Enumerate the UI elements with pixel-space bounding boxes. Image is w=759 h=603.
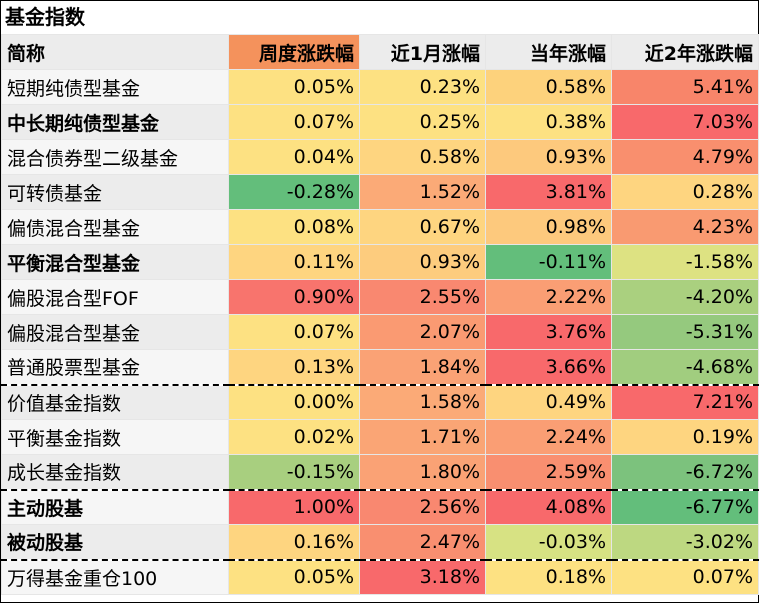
1month-change-cell[interactable]: 1.52% (359, 174, 486, 210)
1month-change-cell[interactable]: 3.18% (359, 559, 486, 595)
fund-name-cell[interactable]: 万得基金重仓100 (1, 559, 229, 595)
weekly-change-cell[interactable]: 1.00% (228, 489, 360, 525)
fund-name-cell[interactable]: 偏股混合型基金 (1, 314, 229, 350)
1month-change-cell[interactable]: 2.07% (359, 314, 486, 350)
ytd-change-cell[interactable]: 0.58% (485, 69, 612, 105)
header-1month-change[interactable]: 近1月涨幅 (359, 34, 486, 70)
1month-change-cell[interactable]: 2.56% (359, 489, 486, 525)
2year-change-cell[interactable]: -3.02% (611, 524, 759, 561)
2year-change-cell[interactable]: 0.19% (611, 419, 759, 455)
ytd-change-cell[interactable]: 2.24% (485, 419, 612, 455)
weekly-change-cell[interactable]: 0.07% (228, 314, 360, 350)
table-row: 万得基金重仓100 0.05% 3.18% 0.18% 0.07% (1, 559, 759, 595)
header-ytd-change[interactable]: 当年涨幅 (485, 34, 612, 70)
weekly-change-cell[interactable]: 0.08% (228, 209, 360, 245)
1month-change-cell[interactable]: 1.84% (359, 349, 486, 386)
fund-name-cell[interactable]: 偏债混合型基金 (1, 209, 229, 245)
table-row: 偏股混合型FOF 0.90% 2.55% 2.22% -4.20% (1, 279, 759, 315)
2year-change-cell[interactable]: -4.68% (611, 349, 759, 386)
1month-change-cell[interactable]: 1.71% (359, 419, 486, 455)
1month-change-cell[interactable]: 0.67% (359, 209, 486, 245)
weekly-change-cell[interactable]: -0.28% (228, 174, 360, 210)
header-short-name[interactable]: 简称 (1, 34, 229, 70)
weekly-change-cell[interactable]: 0.02% (228, 419, 360, 455)
table-row: 普通股票型基金 0.13% 1.84% 3.66% -4.68% (1, 349, 759, 386)
fund-name-cell[interactable]: 可转债基金 (1, 174, 229, 210)
fund-name-cell[interactable]: 中长期纯债型基金 (1, 104, 229, 140)
1month-change-cell[interactable]: 2.47% (359, 524, 486, 561)
fund-name-cell[interactable]: 混合债券型二级基金 (1, 139, 229, 175)
ytd-change-cell[interactable]: 0.38% (485, 104, 612, 140)
ytd-change-cell[interactable]: 4.08% (485, 489, 612, 525)
table-row: 偏债混合型基金 0.08% 0.67% 0.98% 4.23% (1, 209, 759, 245)
table-row: 偏股混合型基金 0.07% 2.07% 3.76% -5.31% (1, 314, 759, 350)
1month-change-cell[interactable]: 0.23% (359, 69, 486, 105)
ytd-change-cell[interactable]: -0.11% (485, 244, 612, 280)
1month-change-cell[interactable]: 0.25% (359, 104, 486, 140)
table-row: 可转债基金 -0.28% 1.52% 3.81% 0.28% (1, 174, 759, 210)
fund-name-cell[interactable]: 短期纯债型基金 (1, 69, 229, 105)
2year-change-cell[interactable]: 4.23% (611, 209, 759, 245)
2year-change-cell[interactable]: 5.41% (611, 69, 759, 105)
fund-index-table: 简称 周度涨跌幅 近1月涨幅 当年涨幅 近2年涨跌幅 短期纯债型基金 0.05% 0… (1, 34, 759, 595)
table-row: 混合债券型二级基金 0.04% 0.58% 0.93% 4.79% (1, 139, 759, 175)
ytd-change-cell[interactable]: 3.76% (485, 314, 612, 350)
2year-change-cell[interactable]: 7.21% (611, 384, 759, 420)
table-row: 被动股基 0.16% 2.47% -0.03% -3.02% (1, 524, 759, 561)
table-row: 平衡混合型基金 0.11% 0.93% -0.11% -1.58% (1, 244, 759, 280)
1month-change-cell[interactable]: 1.58% (359, 384, 486, 420)
ytd-change-cell[interactable]: 0.49% (485, 384, 612, 420)
fund-name-cell[interactable]: 成长基金指数 (1, 454, 229, 491)
1month-change-cell[interactable]: 1.80% (359, 454, 486, 491)
weekly-change-cell[interactable]: 0.13% (228, 349, 360, 386)
fund-name-cell[interactable]: 价值基金指数 (1, 384, 229, 420)
ytd-change-cell[interactable]: -0.03% (485, 524, 612, 561)
1month-change-cell[interactable]: 2.55% (359, 279, 486, 315)
2year-change-cell[interactable]: -6.77% (611, 489, 759, 525)
2year-change-cell[interactable]: -6.72% (611, 454, 759, 491)
2year-change-cell[interactable]: -4.20% (611, 279, 759, 315)
header-2year-change[interactable]: 近2年涨跌幅 (611, 34, 759, 70)
table-row: 主动股基 1.00% 2.56% 4.08% -6.77% (1, 489, 759, 525)
weekly-change-cell[interactable]: 0.11% (228, 244, 360, 280)
fund-name-cell[interactable]: 普通股票型基金 (1, 349, 229, 386)
weekly-change-cell[interactable]: 0.05% (228, 559, 360, 595)
2year-change-cell[interactable]: -5.31% (611, 314, 759, 350)
table-row: 平衡基金指数 0.02% 1.71% 2.24% 0.19% (1, 419, 759, 455)
weekly-change-cell[interactable]: 0.90% (228, 279, 360, 315)
ytd-change-cell[interactable]: 0.98% (485, 209, 612, 245)
fund-name-cell[interactable]: 平衡基金指数 (1, 419, 229, 455)
header-row: 简称 周度涨跌幅 近1月涨幅 当年涨幅 近2年涨跌幅 (1, 34, 759, 70)
2year-change-cell[interactable]: 0.07% (611, 559, 759, 595)
2year-change-cell[interactable]: -1.58% (611, 244, 759, 280)
table-row: 价值基金指数 0.00% 1.58% 0.49% 7.21% (1, 384, 759, 420)
ytd-change-cell[interactable]: 0.18% (485, 559, 612, 595)
2year-change-cell[interactable]: 7.03% (611, 104, 759, 140)
table-row: 成长基金指数 -0.15% 1.80% 2.59% -6.72% (1, 454, 759, 491)
header-weekly-change[interactable]: 周度涨跌幅 (228, 34, 360, 70)
sheet-title: 基金指数 (5, 5, 85, 29)
ytd-change-cell[interactable]: 3.81% (485, 174, 612, 210)
weekly-change-cell[interactable]: 0.16% (228, 524, 360, 561)
weekly-change-cell[interactable]: -0.15% (228, 454, 360, 491)
1month-change-cell[interactable]: 0.58% (359, 139, 486, 175)
ytd-change-cell[interactable]: 2.59% (485, 454, 612, 491)
1month-change-cell[interactable]: 0.93% (359, 244, 486, 280)
weekly-change-cell[interactable]: 0.00% (228, 384, 360, 420)
table-row: 中长期纯债型基金 0.07% 0.25% 0.38% 7.03% (1, 104, 759, 140)
weekly-change-cell[interactable]: 0.05% (228, 69, 360, 105)
weekly-change-cell[interactable]: 0.07% (228, 104, 360, 140)
fund-name-cell[interactable]: 主动股基 (1, 489, 229, 525)
2year-change-cell[interactable]: 0.28% (611, 174, 759, 210)
table-row: 短期纯债型基金 0.05% 0.23% 0.58% 5.41% (1, 69, 759, 105)
2year-change-cell[interactable]: 4.79% (611, 139, 759, 175)
fund-name-cell[interactable]: 平衡混合型基金 (1, 244, 229, 280)
fund-name-cell[interactable]: 偏股混合型FOF (1, 279, 229, 315)
weekly-change-cell[interactable]: 0.04% (228, 139, 360, 175)
ytd-change-cell[interactable]: 0.93% (485, 139, 612, 175)
ytd-change-cell[interactable]: 3.66% (485, 349, 612, 386)
fund-name-cell[interactable]: 被动股基 (1, 524, 229, 561)
ytd-change-cell[interactable]: 2.22% (485, 279, 612, 315)
